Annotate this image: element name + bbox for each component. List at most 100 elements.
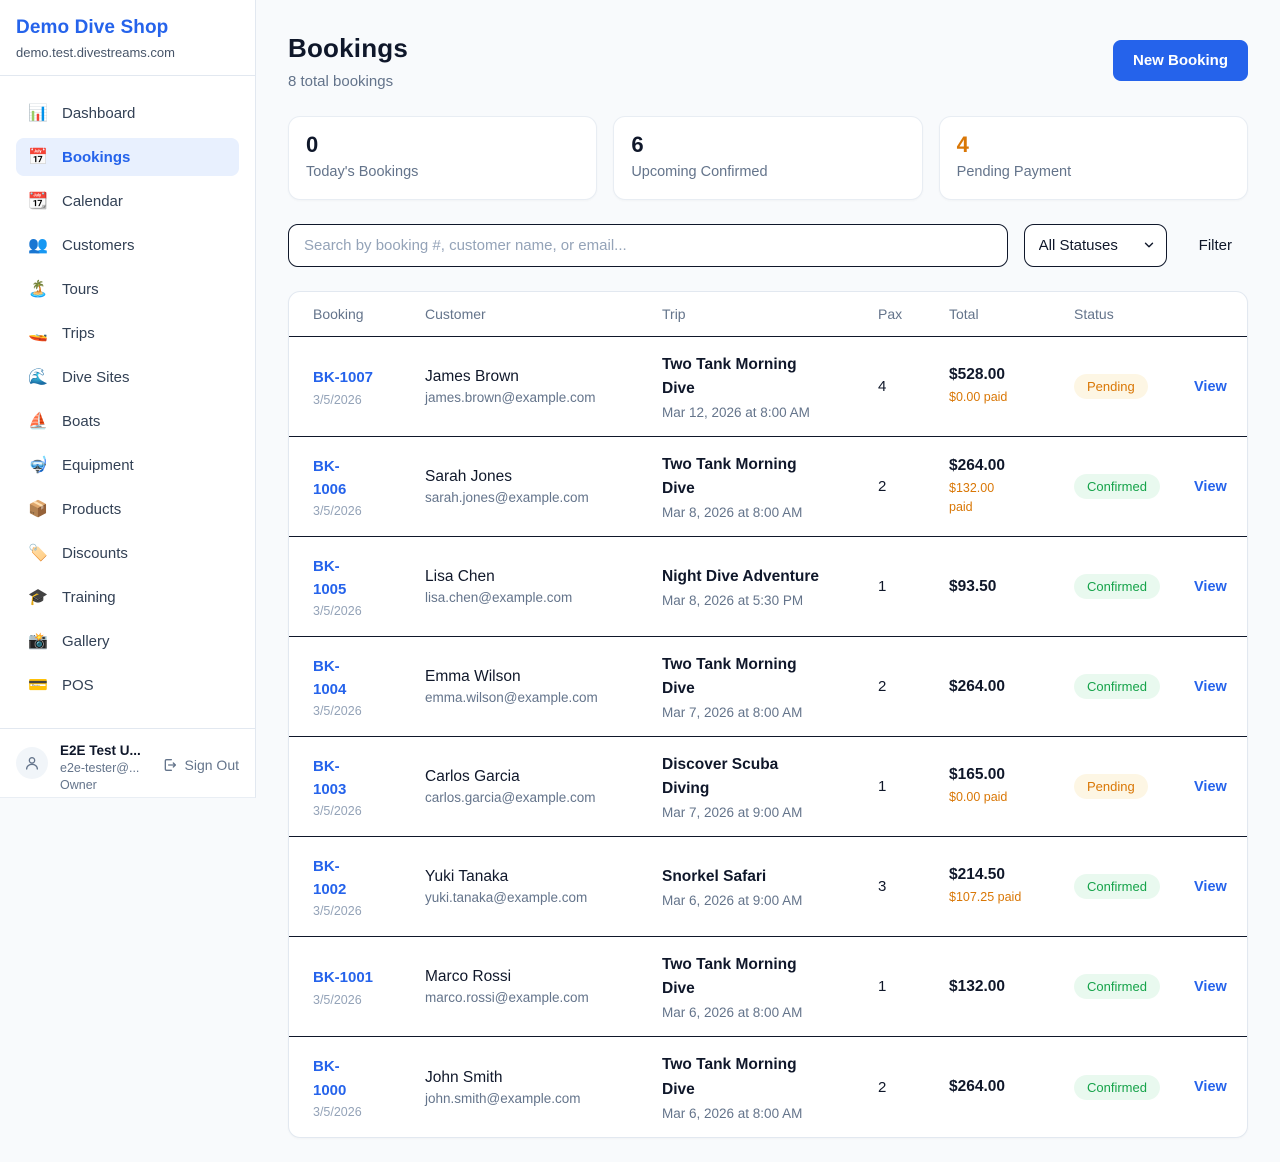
total-amount: $264.00 bbox=[949, 1078, 1006, 1095]
page-header: Bookings 8 total bookings New Booking bbox=[288, 33, 1248, 90]
search-input[interactable] bbox=[288, 224, 1008, 267]
total-cell: $132.00 bbox=[949, 978, 1074, 996]
sidebar-item-boats[interactable]: ⛵ Boats bbox=[28, 412, 101, 431]
user-role: Owner bbox=[60, 778, 97, 792]
booking-id-link[interactable]: BK- 1006 bbox=[313, 457, 347, 498]
column-header-trip: Trip bbox=[662, 306, 686, 322]
booking-id-link[interactable]: BK- 1005 bbox=[313, 557, 347, 598]
status-cell: Confirmed bbox=[1074, 874, 1186, 899]
pos-icon: 💳 bbox=[28, 677, 48, 694]
booking-id-link[interactable]: BK- 1002 bbox=[313, 857, 347, 898]
trip-name: Discover Scuba Diving bbox=[662, 755, 779, 797]
booking-date: 3/5/2026 bbox=[313, 604, 362, 619]
trip-cell: Two Tank Morning Dive Mar 12, 2026 at 8:… bbox=[662, 353, 878, 420]
sidebar-item-equipment[interactable]: 🤿 Equipment bbox=[28, 456, 134, 475]
column-header-pax: Pax bbox=[878, 306, 903, 322]
total-cell: $214.50 $107.25 paid bbox=[949, 866, 1074, 907]
view-link[interactable]: View bbox=[1194, 378, 1227, 395]
pax-cell: 4 bbox=[878, 378, 887, 395]
sidebar-item-tours[interactable]: 🏝️ Tours bbox=[28, 280, 99, 299]
stat-label: Pending Payment bbox=[956, 164, 1072, 180]
sidebar-header: Demo Dive Shop demo.test.divestreams.com bbox=[0, 0, 255, 76]
trip-datetime: Mar 6, 2026 at 9:00 AM bbox=[662, 893, 803, 908]
trip-name: Two Tank Morning Dive bbox=[662, 955, 797, 997]
view-link[interactable]: View bbox=[1194, 578, 1227, 595]
customer-email: lisa.chen@example.com bbox=[425, 590, 573, 605]
user-icon bbox=[26, 757, 38, 770]
table-row: BK- 1002 3/5/2026 Yuki Tanaka yuki.tanak… bbox=[289, 837, 1247, 937]
avatar bbox=[16, 747, 48, 779]
trip-cell: Discover Scuba Diving Mar 7, 2026 at 9:0… bbox=[662, 753, 878, 820]
sign-out-button[interactable]: Sign Out bbox=[162, 757, 239, 773]
booking-id-link[interactable]: BK- 1003 bbox=[313, 757, 347, 798]
sidebar-item-bookings[interactable]: 📅 Bookings bbox=[16, 138, 239, 176]
pax-cell: 1 bbox=[878, 978, 887, 995]
sidebar: Demo Dive Shop demo.test.divestreams.com… bbox=[0, 0, 256, 798]
user-email: e2e-tester@... bbox=[60, 761, 140, 775]
paid-amount: $132.00 paid bbox=[949, 480, 995, 514]
paid-amount: $107.25 paid bbox=[949, 890, 1022, 905]
booking-date: 3/5/2026 bbox=[313, 992, 362, 1007]
booking-id-link[interactable]: BK- 1000 bbox=[313, 1058, 347, 1099]
sidebar-item-dive-sites[interactable]: 🌊 Dive Sites bbox=[28, 368, 130, 387]
trip-datetime: Mar 8, 2026 at 5:30 PM bbox=[662, 593, 804, 608]
sidebar-item-pos[interactable]: 💳 POS bbox=[28, 676, 94, 695]
customer-cell: James Brown james.brown@example.com bbox=[425, 368, 662, 405]
table-row: BK- 1005 3/5/2026 Lisa Chen lisa.chen@ex… bbox=[289, 537, 1247, 637]
new-booking-button[interactable]: New Booking bbox=[1112, 40, 1248, 81]
booking-cell: BK- 1005 3/5/2026 bbox=[313, 555, 425, 619]
status-cell: Confirmed bbox=[1074, 574, 1186, 599]
customer-email: marco.rossi@example.com bbox=[425, 990, 589, 1005]
tours-icon: 🏝️ bbox=[28, 281, 48, 298]
sidebar-item-gallery[interactable]: 📸 Gallery bbox=[28, 632, 110, 651]
pax-cell: 2 bbox=[878, 678, 887, 695]
view-link[interactable]: View bbox=[1194, 478, 1227, 495]
column-header-customer: Customer bbox=[425, 306, 486, 322]
view-link[interactable]: View bbox=[1194, 678, 1227, 695]
customer-name: Yuki Tanaka bbox=[425, 868, 509, 885]
booking-id-link[interactable]: BK- 1004 bbox=[313, 657, 347, 698]
sidebar-item-trips[interactable]: 🚤 Trips bbox=[28, 324, 95, 343]
trip-cell: Two Tank Morning Dive Mar 7, 2026 at 8:0… bbox=[662, 653, 878, 720]
filter-button[interactable]: Filter bbox=[1198, 237, 1232, 254]
sidebar-item-customers[interactable]: 👥 Customers bbox=[28, 236, 135, 255]
view-link[interactable]: View bbox=[1194, 878, 1227, 895]
booking-id-link[interactable]: BK-1001 bbox=[313, 969, 374, 987]
view-link[interactable]: View bbox=[1194, 1079, 1227, 1095]
total-cell: $264.00 $132.00 paid bbox=[949, 457, 1074, 517]
boats-icon: ⛵ bbox=[28, 413, 48, 430]
user-name: E2E Test U... bbox=[60, 743, 141, 758]
trip-datetime: Mar 8, 2026 at 8:00 AM bbox=[662, 505, 803, 521]
total-amount: $214.50 bbox=[949, 866, 1006, 884]
stat-card: 4 Pending Payment bbox=[938, 116, 1248, 200]
trip-name: Two Tank Morning Dive bbox=[662, 1056, 797, 1098]
status-badge: Confirmed bbox=[1074, 874, 1160, 899]
stat-value: 6 bbox=[631, 132, 644, 157]
status-cell: Confirmed bbox=[1074, 974, 1186, 999]
customer-cell: Sarah Jones sarah.jones@example.com bbox=[425, 468, 662, 505]
trip-cell: Night Dive Adventure Mar 8, 2026 at 5:30… bbox=[662, 565, 878, 608]
sign-out-label: Sign Out bbox=[184, 757, 239, 773]
paid-amount: $0.00 paid bbox=[949, 790, 1008, 805]
view-link[interactable]: View bbox=[1194, 978, 1227, 995]
customer-email: emma.wilson@example.com bbox=[425, 690, 598, 705]
trip-datetime: Mar 7, 2026 at 9:00 AM bbox=[662, 805, 803, 821]
sidebar-item-dashboard[interactable]: 📊 Dashboard bbox=[28, 104, 136, 123]
sidebar-item-training[interactable]: 🎓 Training bbox=[28, 588, 116, 607]
booking-date: 3/5/2026 bbox=[313, 392, 362, 407]
trip-datetime: Mar 7, 2026 at 8:00 AM bbox=[662, 705, 803, 721]
shop-title: Demo Dive Shop bbox=[16, 17, 169, 38]
booking-id-link[interactable]: BK-1007 bbox=[313, 369, 374, 387]
view-link[interactable]: View bbox=[1194, 778, 1227, 795]
booking-cell: BK- 1002 3/5/2026 bbox=[313, 855, 425, 919]
customer-name: Marco Rossi bbox=[425, 968, 512, 985]
status-select[interactable]: All Statuses bbox=[1023, 224, 1167, 267]
sign-out-icon bbox=[164, 759, 176, 771]
table-row: BK- 1004 3/5/2026 Emma Wilson emma.wilso… bbox=[289, 637, 1247, 737]
sidebar-item-discounts[interactable]: 🏷️ Discounts bbox=[28, 544, 128, 563]
sidebar-item-calendar[interactable]: 📆 Calendar bbox=[28, 192, 123, 211]
booking-date: 3/5/2026 bbox=[313, 704, 362, 719]
sidebar-item-products[interactable]: 📦 Products bbox=[28, 500, 122, 519]
discounts-icon: 🏷️ bbox=[28, 545, 48, 562]
trip-cell: Snorkel Safari Mar 6, 2026 at 9:00 AM bbox=[662, 865, 878, 908]
